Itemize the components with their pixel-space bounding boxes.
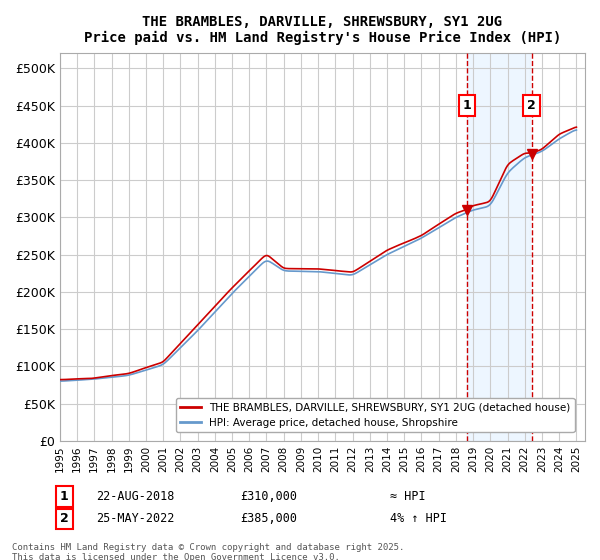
Text: Contains HM Land Registry data © Crown copyright and database right 2025.: Contains HM Land Registry data © Crown c… xyxy=(12,543,404,552)
Text: This data is licensed under the Open Government Licence v3.0.: This data is licensed under the Open Gov… xyxy=(12,553,340,560)
Text: 22-AUG-2018: 22-AUG-2018 xyxy=(96,490,175,503)
Text: 2: 2 xyxy=(527,99,536,112)
Text: 25-MAY-2022: 25-MAY-2022 xyxy=(96,512,175,525)
Text: £385,000: £385,000 xyxy=(240,512,297,525)
Text: 4% ↑ HPI: 4% ↑ HPI xyxy=(390,512,447,525)
Text: 1: 1 xyxy=(60,490,69,503)
Title: THE BRAMBLES, DARVILLE, SHREWSBURY, SY1 2UG
Price paid vs. HM Land Registry's Ho: THE BRAMBLES, DARVILLE, SHREWSBURY, SY1 … xyxy=(84,15,561,45)
Text: 1: 1 xyxy=(463,99,472,112)
Text: ≈ HPI: ≈ HPI xyxy=(390,490,425,503)
Legend: THE BRAMBLES, DARVILLE, SHREWSBURY, SY1 2UG (detached house), HPI: Average price: THE BRAMBLES, DARVILLE, SHREWSBURY, SY1 … xyxy=(176,398,575,432)
Text: 2: 2 xyxy=(60,512,69,525)
Text: £310,000: £310,000 xyxy=(240,490,297,503)
